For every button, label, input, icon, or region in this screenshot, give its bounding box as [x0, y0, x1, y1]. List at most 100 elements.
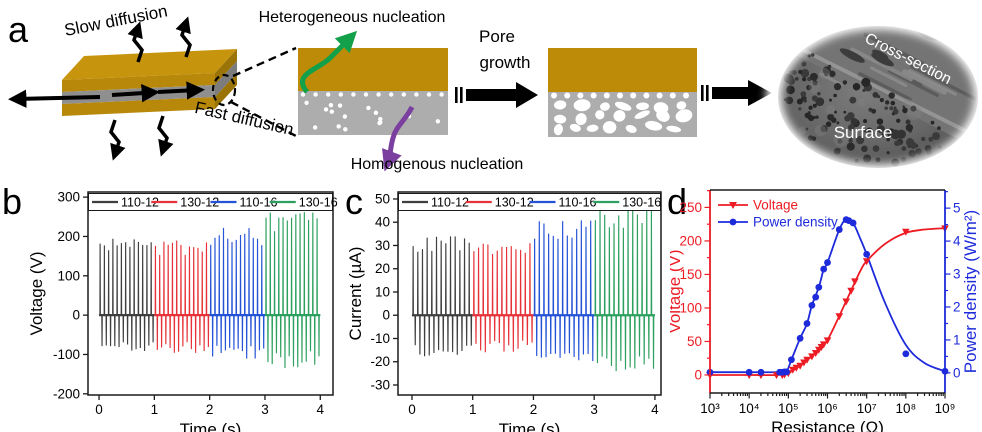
curve-voltage	[710, 227, 945, 377]
slow-diffusion-label: Slow diffusion	[63, 1, 169, 40]
legend-label: 110-16	[559, 196, 597, 210]
data-point	[745, 368, 753, 376]
y-tick-label: 50	[375, 191, 390, 206]
data-point	[808, 353, 816, 361]
up-arrow-icon	[127, 21, 144, 63]
tick-labels: 0 1 2 3 4 -30 -20 -10 0 10 20 30 40 50	[370, 191, 659, 417]
plot-frame	[87, 191, 334, 396]
down-arrow-icon	[109, 119, 126, 161]
legend-label: 130-12	[495, 196, 534, 210]
x-tick-label: 3	[261, 402, 269, 417]
series-130-12	[154, 240, 210, 353]
x-tick-label: 0	[408, 402, 416, 417]
panel-label-d: d	[667, 181, 688, 222]
data-point	[862, 258, 871, 266]
y-axis-label: Current (µA)	[346, 247, 365, 341]
diffusion-arrows	[8, 16, 205, 161]
left-tick-label: 0	[694, 367, 702, 382]
series-110-16	[533, 220, 595, 362]
x-axis-ticks: 10³ 10⁴ 10⁵ 10⁶ 10⁷ 10⁸ 10⁹	[700, 393, 955, 416]
panel-label-b: b	[2, 181, 23, 222]
right-axis-label: Power density (W/m²)	[961, 210, 980, 373]
legend-label: Power density	[753, 215, 838, 230]
homogenous-arrow-icon	[382, 105, 415, 172]
data-point	[757, 368, 765, 376]
nucleation-sites	[300, 92, 444, 132]
x-tick-label: 2	[530, 402, 538, 417]
right-tick-label: 2	[953, 299, 961, 314]
x-tick-label: 4	[651, 402, 659, 417]
series-group	[411, 206, 655, 372]
data-point	[815, 283, 823, 291]
data-point	[842, 298, 850, 306]
x-tick-label: 1	[469, 402, 477, 417]
tick-labels: 0 1 2 3 4 -200 -100 0 100 200 300	[53, 190, 325, 417]
data-point	[835, 226, 843, 233]
coating-layer	[298, 48, 448, 91]
nucleation-diagram	[298, 30, 448, 172]
right-tick-label: 4	[953, 234, 961, 249]
y-tick-label: -10	[370, 331, 390, 346]
series-130-16	[594, 206, 655, 372]
panel-label-c: c	[345, 181, 363, 222]
data-point	[849, 219, 857, 227]
data-point	[863, 250, 871, 258]
grown-pores	[551, 92, 693, 136]
dashed-connector	[232, 46, 297, 78]
homogenous-nucleation-label: Homogenous nucleation	[351, 156, 524, 173]
x-tick-label: 10⁹	[935, 401, 956, 416]
series-curves	[710, 217, 945, 377]
x-tick-label: 10⁸	[895, 401, 916, 416]
right-arrow-icon	[157, 81, 205, 100]
data-point	[851, 278, 859, 286]
x-tick-label: 10⁷	[857, 401, 877, 416]
x-axis-label: Time (s)	[499, 420, 561, 432]
right-tick-label: 3	[953, 267, 961, 282]
legend-marker	[729, 202, 737, 209]
legend-label: 130-16	[622, 196, 661, 210]
data-point	[783, 368, 790, 376]
arrow-tail-bar	[460, 87, 463, 103]
y-tick-label: -30	[370, 378, 390, 393]
pore-growth-arrow	[455, 82, 538, 108]
x-tick-label: 10⁵	[778, 401, 799, 416]
sem-edge-fade	[766, 14, 982, 180]
data-point	[788, 356, 795, 364]
x-tick-label: 4	[317, 402, 325, 417]
y-tick-label: 200	[57, 229, 80, 244]
left-tick-label: 150	[679, 267, 702, 282]
left-axis-ticks: 0 50 100 150 200 250	[679, 190, 710, 382]
x-tick-label: 10⁶	[817, 401, 838, 416]
up-arrow-icon	[175, 16, 192, 58]
data-point	[820, 265, 828, 273]
series-markers	[706, 216, 949, 380]
left-tick-label: 200	[679, 233, 702, 248]
result-arrow	[701, 80, 772, 106]
series-110-16	[209, 227, 265, 359]
slab-side-gray	[215, 61, 237, 97]
x-tick-label: 2	[206, 402, 214, 417]
y-tick-label: -20	[370, 354, 390, 369]
coating-layer	[548, 48, 697, 92]
slab-front-gold-top	[62, 73, 215, 92]
data-point	[823, 337, 832, 345]
right-tick-label: 0	[953, 365, 961, 380]
x-tick-label: 1	[151, 402, 159, 417]
data-point	[796, 334, 804, 342]
data-point	[819, 341, 828, 349]
x-tick-label: 10³	[700, 401, 720, 416]
chart-voltage-power-resistance: 10³ 10⁴ 10⁵ 10⁶ 10⁷ 10⁸ 10⁹ 0 50 100 150 200 250 0 1 2 3…	[670, 189, 980, 432]
fast-diffusion-label: Fast diffusion	[193, 98, 295, 139]
data-point	[796, 362, 804, 370]
right-arrow-icon	[111, 83, 160, 103]
x-axis-label: Resistance (Ω)	[771, 418, 884, 432]
legend-label: 110-16	[240, 196, 278, 210]
axis-ticks	[83, 196, 321, 400]
slab-top-face	[62, 49, 237, 80]
y-tick-label: 20	[375, 261, 390, 276]
data-point	[824, 259, 831, 266]
chart-voltage-time: 0 1 2 3 4 -200 -100 0 100 200 300 Time (s) Voltage (…	[27, 190, 338, 432]
x-tick-label: 10⁴	[739, 401, 760, 416]
down-arrow-icon	[157, 115, 174, 157]
